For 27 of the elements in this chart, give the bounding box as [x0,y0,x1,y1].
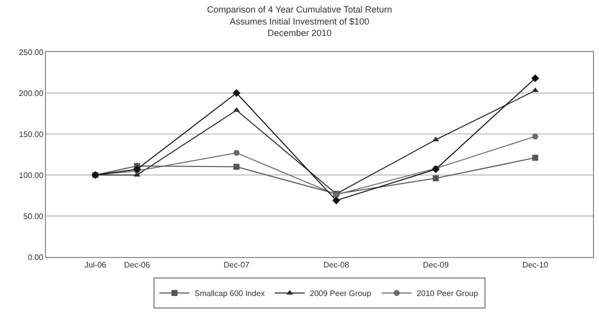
point [432,175,439,182]
y-tick-label: 0.00 [28,252,44,262]
y-tick-label: 150.00 [18,130,44,139]
chart-subtitle: Assumes Initial Investment of $100 December 2010 [230,16,370,38]
y-tick-label: 200.00 [18,88,44,98]
x-tick-label: Jul-06 [84,260,107,270]
point [532,154,538,161]
legend-label: Smallcap 600 Index [194,289,265,298]
point [531,74,540,82]
point [133,165,141,174]
x-tick-label: Dec-09 [422,260,450,270]
legend-label: 2009 Peer Group [310,289,372,298]
x-tick-label: Dec-06 [124,260,150,270]
y-tick-label: 250.00 [18,48,44,57]
x-tick-label: Dec-10 [522,260,549,270]
legend-label: 2010 Peer Group [416,289,479,298]
y-tick-label: 50.00 [23,212,44,221]
point [233,107,240,112]
point [234,150,240,156]
x-tick-label: Dec-08 [323,260,350,270]
x-tick-label: Dec-07 [224,260,250,270]
chart-title: Comparison of 4 Year Cumulative Total Return [207,4,392,15]
point [234,164,240,170]
point [532,133,538,140]
point [232,89,240,97]
y-tick-label: 100.00 [18,170,44,180]
point [332,196,340,204]
